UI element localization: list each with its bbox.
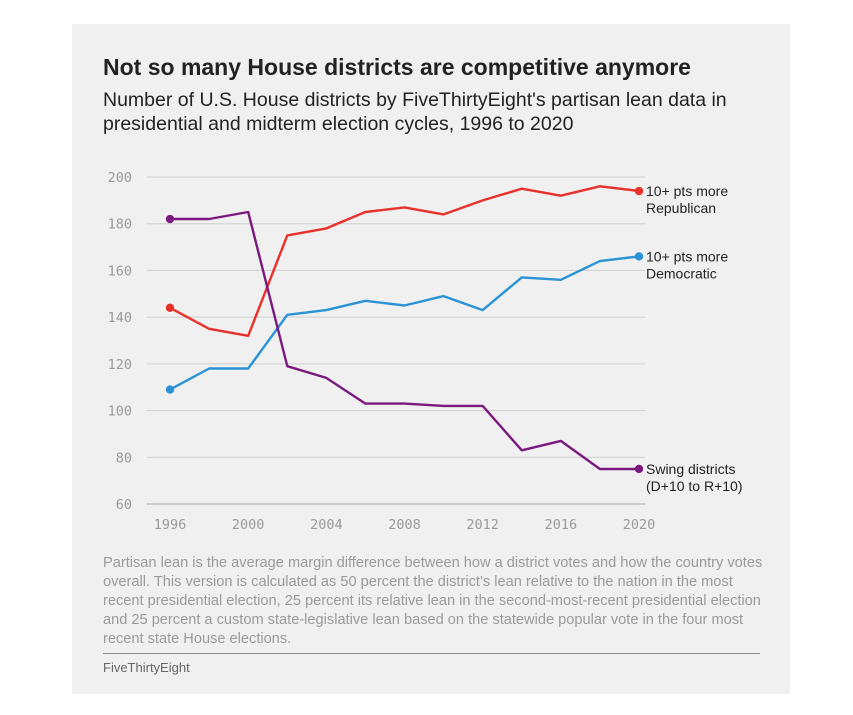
axis-labels: 60 80 100 120 140 160 180 200 1996 2000 2004 2008 20… [108,170,656,533]
series-label-line: Republican [646,200,716,216]
series-line-0 [168,185,641,337]
chart-title: Not so many House districts are competit… [103,54,691,80]
divider [103,653,760,654]
y-tick-label: 200 [108,170,132,186]
x-tick-label: 2000 [232,517,265,533]
series-label-line: 10+ pts more [646,183,728,199]
series-label-line: Democratic [646,265,717,281]
y-tick-label: 100 [108,404,132,420]
grid-lines [147,176,645,505]
y-tick-label: 60 [116,497,132,513]
y-tick-label: 180 [108,217,132,233]
series-endpoint-1 [165,385,175,394]
series-endpoint-1 [634,252,644,261]
y-tick-label: 120 [108,357,132,373]
y-tick-label: 80 [116,450,132,466]
series-line-1 [168,255,641,391]
series-label-line: 10+ pts more [646,248,728,264]
series-label-line: Swing districts [646,461,735,477]
source-credit: FiveThirtyEight [103,660,190,675]
x-tick-label: 2004 [310,517,343,533]
y-tick-label: 140 [108,310,132,326]
line-chart: 60 80 100 120 140 160 180 200 1996 2000 2004 2008 20… [108,170,743,533]
series-endpoint-2 [634,464,644,474]
x-tick-label: 2012 [466,517,499,533]
series-label-line: (D+10 to R+10) [646,478,743,494]
series-line-2 [168,210,641,471]
x-tick-label: 2016 [545,517,578,533]
series-lines [165,185,644,474]
series-endpoint-2 [165,214,175,224]
x-tick-label: 2008 [388,517,421,533]
series-endpoint-0 [165,303,175,312]
chart-card: Not so many House districts are competit… [72,24,790,694]
x-tick-label: 1996 [154,517,187,533]
chart-subtitle: Number of U.S. House districts by FiveTh… [103,89,727,135]
x-tick-label: 2020 [623,517,656,533]
series-endpoint-0 [634,186,644,196]
footnote: Partisan lean is the average margin diff… [103,555,763,647]
y-tick-label: 160 [108,263,132,279]
